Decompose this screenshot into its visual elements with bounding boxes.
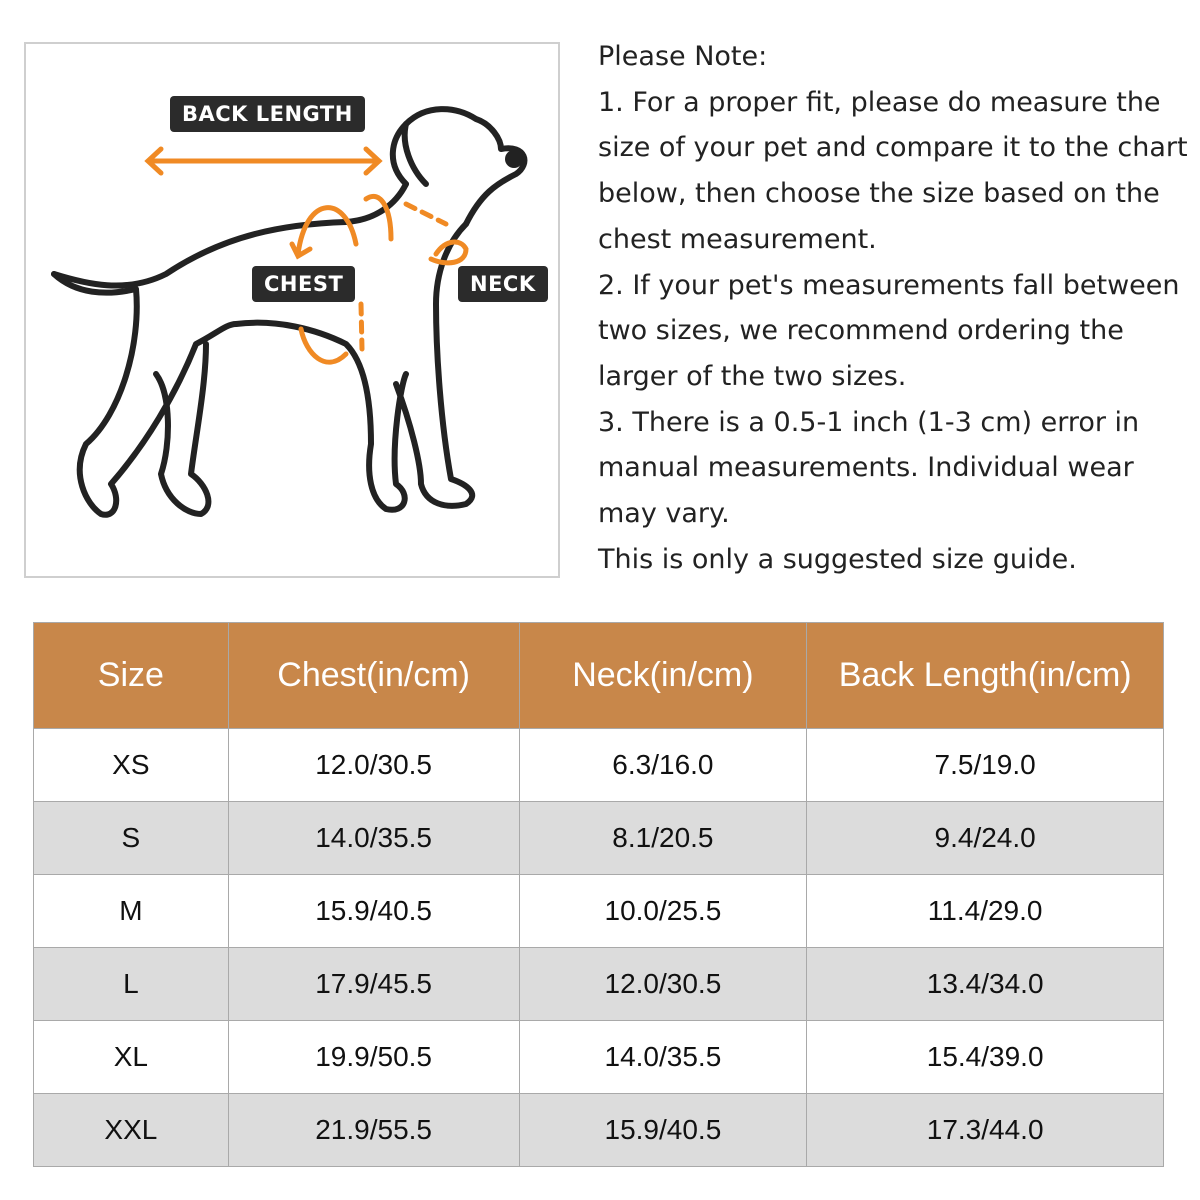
cell-chest: 14.0/35.5 xyxy=(227,801,520,875)
dog-nose xyxy=(505,150,523,168)
cell-chest: 21.9/55.5 xyxy=(227,1093,520,1167)
cell-neck: 12.0/30.5 xyxy=(518,947,808,1021)
cell-size: S xyxy=(33,801,229,875)
neck-label: NECK xyxy=(458,266,548,302)
cell-size: XL xyxy=(33,1020,229,1094)
header-neck: Neck(in/cm) xyxy=(518,622,808,729)
cell-chest: 17.9/45.5 xyxy=(227,947,520,1021)
header-chest: Chest(in/cm) xyxy=(227,622,520,729)
cell-back-length: 13.4/34.0 xyxy=(806,947,1164,1021)
chest-dashed-line xyxy=(358,301,365,352)
cell-neck: 14.0/35.5 xyxy=(518,1020,808,1094)
cell-neck: 8.1/20.5 xyxy=(518,801,808,875)
cell-size: M xyxy=(33,874,229,948)
cell-neck: 6.3/16.0 xyxy=(518,728,808,802)
notes-title: Please Note: xyxy=(598,41,768,72)
table-row: XL 19.9/50.5 14.0/35.5 15.4/39.0 xyxy=(33,1020,1164,1094)
cell-back-length: 7.5/19.0 xyxy=(806,728,1164,802)
note-line: size of your pet and compare it to the c… xyxy=(598,132,1188,164)
note-line: 2. If your pet's measurements fall betwe… xyxy=(598,269,1180,301)
cell-chest: 15.9/40.5 xyxy=(227,874,520,948)
table-row: XS 12.0/30.5 6.3/16.0 7.5/19.0 xyxy=(33,728,1164,802)
table-row: L 17.9/45.5 12.0/30.5 13.4/34.0 xyxy=(33,947,1164,1021)
note-line: This is only a suggested size guide. xyxy=(598,543,1077,575)
note-line: manual measurements. Individual wear xyxy=(598,452,1134,484)
table-row: M 15.9/40.5 10.0/25.5 11.4/29.0 xyxy=(33,874,1164,948)
chest-label: CHEST xyxy=(252,266,356,302)
note-line: chest measurement. xyxy=(598,223,877,255)
size-chart-table: Size Chest(in/cm) Neck(in/cm) Back Lengt… xyxy=(33,622,1164,1167)
cell-size: XXL xyxy=(33,1093,229,1167)
size-notes: Please Note: 1. For a proper fit, please… xyxy=(598,34,1188,582)
cell-back-length: 15.4/39.0 xyxy=(806,1020,1164,1094)
dog-outline-illustration xyxy=(51,106,528,518)
cell-size: XS xyxy=(33,728,229,802)
header-size: Size xyxy=(33,622,229,729)
back-length-label: BACK LENGTH xyxy=(170,96,365,132)
table-header-row: Size Chest(in/cm) Neck(in/cm) Back Lengt… xyxy=(33,622,1164,729)
cell-back-length: 11.4/29.0 xyxy=(806,874,1164,948)
note-line: 1. For a proper fit, please do measure t… xyxy=(598,86,1161,118)
dog-measurement-diagram: BACK LENGTH CHEST NECK xyxy=(24,42,560,578)
note-line: may vary. xyxy=(598,498,730,530)
cell-neck: 15.9/40.5 xyxy=(518,1093,808,1167)
cell-size: L xyxy=(33,947,229,1021)
cell-back-length: 17.3/44.0 xyxy=(806,1093,1164,1167)
note-line: two sizes, we recommend ordering the xyxy=(598,315,1124,347)
note-line: larger of the two sizes. xyxy=(598,360,907,392)
cell-chest: 12.0/30.5 xyxy=(227,728,520,802)
table-row: S 14.0/35.5 8.1/20.5 9.4/24.0 xyxy=(33,801,1164,875)
note-line: 3. There is a 0.5-1 inch (1-3 cm) error … xyxy=(598,406,1140,438)
header-back-length: Back Length(in/cm) xyxy=(806,622,1164,729)
cell-neck: 10.0/25.5 xyxy=(518,874,808,948)
note-line: below, then choose the size based on the xyxy=(598,178,1160,210)
cell-chest: 19.9/50.5 xyxy=(227,1020,520,1094)
table-row: XXL 21.9/55.5 15.9/40.5 17.3/44.0 xyxy=(33,1093,1164,1167)
neck-arrow xyxy=(428,239,469,266)
cell-back-length: 9.4/24.0 xyxy=(806,801,1164,875)
